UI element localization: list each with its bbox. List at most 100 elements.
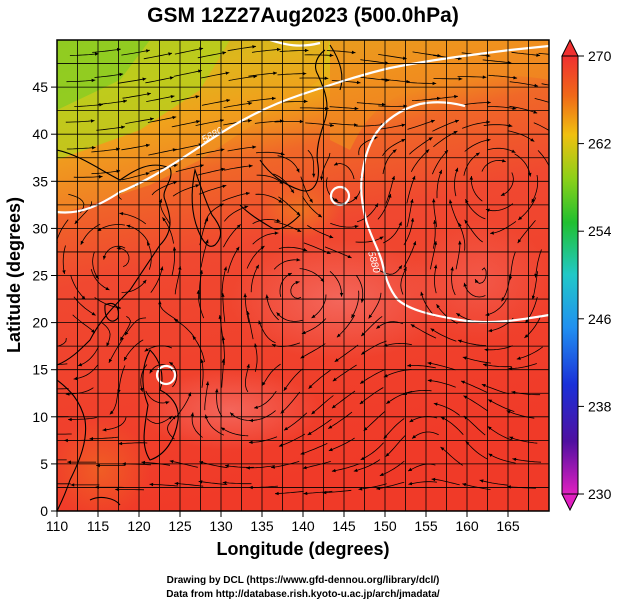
streamline-arrowhead <box>376 325 381 329</box>
lat-lon-grid <box>57 40 549 511</box>
streamline-arrowhead <box>276 218 281 223</box>
streamline-arrowhead <box>299 119 304 124</box>
streamline <box>246 245 265 269</box>
streamline <box>383 221 402 244</box>
y-tick-label: 20 <box>32 315 48 331</box>
x-axis-ticks: 110 115 120 125 130 135 140 145 150 155 160 165 <box>46 511 520 534</box>
streamline <box>151 181 178 196</box>
streamline-arrowhead <box>248 164 253 168</box>
streamline-arrowhead <box>481 384 486 388</box>
colorbar-tick-label: 270 <box>588 48 612 64</box>
x-tick-label: 160 <box>455 518 479 534</box>
streamline <box>118 442 148 445</box>
streamline <box>119 315 131 341</box>
streamline-arrowhead <box>490 231 494 235</box>
colorbar-tick-label: 262 <box>588 136 612 152</box>
streamline <box>487 147 516 153</box>
streamline-arrowhead <box>198 69 202 73</box>
streamline-arrowhead <box>248 101 253 106</box>
contour-5880-north <box>57 44 549 214</box>
streamline-arrowhead <box>253 74 258 79</box>
streamline-arrowhead <box>320 278 324 283</box>
streamline <box>148 148 177 156</box>
streamline-arrowhead <box>195 95 200 99</box>
streamline-arrowhead <box>252 145 257 149</box>
streamline-arrowhead <box>296 211 301 216</box>
streamline <box>66 79 96 83</box>
colorbar-gradient <box>561 55 579 495</box>
streamline <box>172 184 200 197</box>
streamline <box>160 198 171 226</box>
streamline-arrowhead <box>108 358 113 363</box>
streamline <box>307 225 334 239</box>
streamline-arrowhead <box>245 191 250 196</box>
streamline-arrowhead <box>524 334 529 338</box>
streamline-arrowhead <box>332 404 336 409</box>
streamline-arrowhead <box>70 483 75 487</box>
streamline-arrowhead <box>145 172 150 176</box>
streamline <box>57 338 67 347</box>
streamline <box>174 482 204 487</box>
streamline-arrowhead <box>469 176 473 180</box>
streamline <box>481 383 510 395</box>
streamline-arrowhead <box>243 293 247 298</box>
x-axis-label: Longitude (degrees) <box>216 539 389 559</box>
y-tick-label: 0 <box>40 503 48 519</box>
streamline-arrowhead <box>246 311 250 315</box>
streamline <box>436 169 443 199</box>
streamline-arrowhead <box>483 363 487 367</box>
streamline <box>332 364 357 382</box>
colorbar-tick-label: 246 <box>588 311 612 327</box>
streamline-arrowhead <box>174 318 178 323</box>
streamline-arrowhead <box>102 255 107 260</box>
streamline <box>430 328 457 342</box>
streamline <box>479 479 509 486</box>
streamline-arrowhead <box>385 78 390 82</box>
streamline-arrowhead <box>195 184 200 188</box>
streamline <box>121 172 150 181</box>
streamline <box>336 314 356 338</box>
streamline <box>258 320 276 344</box>
streamline <box>254 343 258 372</box>
streamline-arrowhead <box>328 425 333 429</box>
streamline <box>535 249 542 278</box>
streamline <box>200 72 230 79</box>
streamline <box>247 310 254 340</box>
streamline <box>121 279 147 293</box>
streamline <box>169 361 178 388</box>
streamline <box>150 266 163 293</box>
streamline <box>531 175 539 203</box>
streamline <box>261 363 281 386</box>
streamline-arrowhead <box>430 119 435 124</box>
streamline-arrowhead <box>533 110 538 114</box>
streamline-arrowhead <box>433 402 438 406</box>
streamline <box>73 364 99 380</box>
streamline <box>244 363 250 393</box>
streamline <box>201 359 204 388</box>
streamline <box>254 390 277 409</box>
streamline-arrows <box>57 45 541 496</box>
streamline <box>252 232 279 245</box>
streamline <box>351 290 360 319</box>
streamline-arrowhead <box>78 362 83 367</box>
streamline-arrowhead <box>410 199 414 203</box>
y-tick-label: 45 <box>32 79 48 95</box>
streamline-arrowhead <box>408 467 413 471</box>
streamline-arrowhead <box>123 99 127 103</box>
streamline <box>356 203 379 223</box>
streamline-arrowhead <box>119 72 124 77</box>
streamline-arrowhead <box>427 379 432 383</box>
streamline <box>125 118 154 124</box>
streamline <box>462 356 491 364</box>
streamline-arrowhead <box>91 78 96 83</box>
y-axis-label: Latitude (degrees) <box>4 197 24 353</box>
streamline-arrowhead <box>287 273 292 277</box>
streamline-arrowhead <box>74 220 79 224</box>
streamline-arrowhead <box>192 336 197 340</box>
streamline <box>331 390 356 409</box>
streamline <box>485 203 514 212</box>
streamline <box>246 465 275 469</box>
streamline <box>117 78 147 84</box>
streamline <box>440 416 464 435</box>
streamline-arrowhead <box>290 189 294 194</box>
